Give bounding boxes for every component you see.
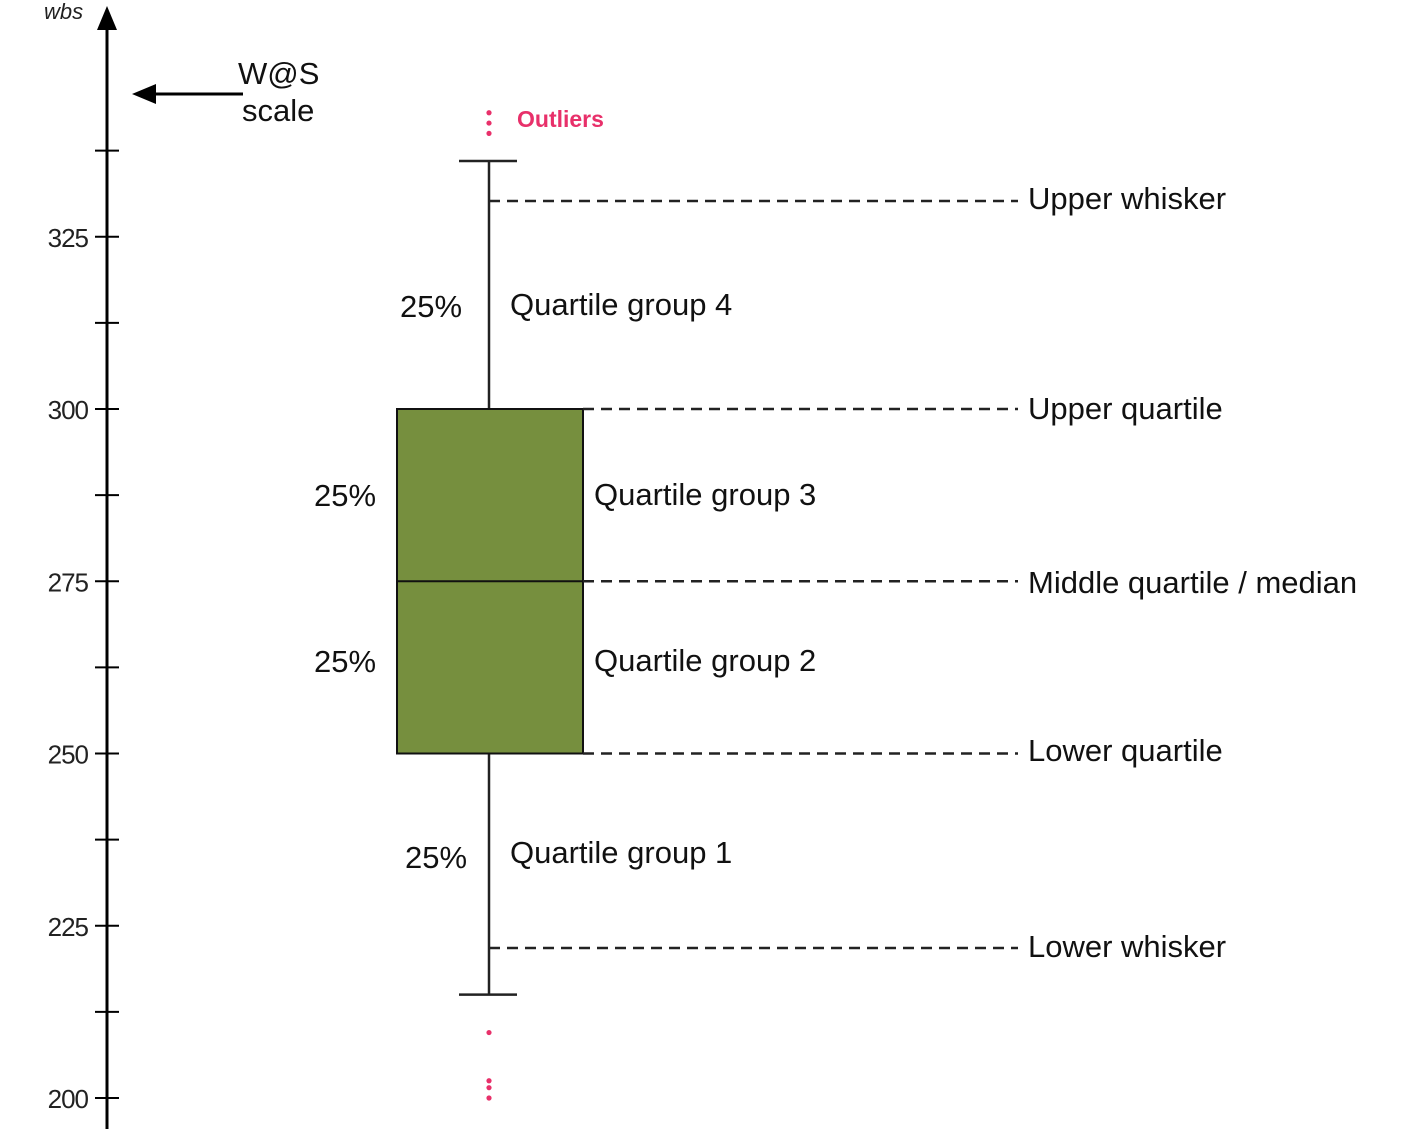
- quartile-group-1-percent: 25%: [405, 840, 467, 875]
- outlier-points: [486, 110, 492, 1101]
- outlier-point: [486, 1078, 492, 1084]
- y-axis-arrow-icon: [97, 6, 117, 30]
- scale-callout-line1: W@S: [238, 56, 319, 91]
- box-plot: [396, 110, 584, 1101]
- annotations: Upper whisker Upper quartile Middle quar…: [489, 181, 1357, 964]
- lower-whisker-label: Lower whisker: [1028, 929, 1226, 964]
- quartile-group-3-percent: 25%: [314, 478, 376, 513]
- y-axis-ticks: 325 300 275 250 225 200: [48, 149, 119, 1114]
- outlier-point: [486, 110, 492, 116]
- outlier-point: [486, 1085, 492, 1091]
- outlier-point: [486, 1029, 492, 1036]
- outliers-label: Outliers: [517, 106, 604, 132]
- y-axis-unit-label: wbs: [44, 0, 83, 24]
- upper-quartile-label: Upper quartile: [1028, 391, 1223, 426]
- quartile-group-1-label: Quartile group 1: [510, 835, 732, 870]
- tick-label: 300: [48, 395, 89, 425]
- quartile-group-4-percent: 25%: [400, 289, 462, 324]
- left-arrow-icon: [132, 84, 156, 104]
- scale-callout-line2: scale: [242, 93, 314, 128]
- tick-label: 200: [48, 1084, 89, 1114]
- scale-callout: W@S scale: [132, 56, 319, 128]
- outlier-point: [486, 130, 492, 136]
- quartile-group-4-label: Quartile group 4: [510, 287, 732, 322]
- tick-label: 250: [48, 740, 89, 770]
- outlier-point: [486, 120, 492, 126]
- y-axis: wbs 325 300 275 250 225 200: [44, 0, 119, 1129]
- tick-label: 325: [48, 223, 89, 253]
- median-label: Middle quartile / median: [1028, 565, 1357, 600]
- upper-whisker-label: Upper whisker: [1028, 181, 1226, 216]
- quartile-group-2-percent: 25%: [314, 644, 376, 679]
- outlier-point: [486, 1095, 492, 1101]
- lower-quartile-label: Lower quartile: [1028, 733, 1223, 768]
- tick-label: 225: [48, 912, 89, 942]
- quartile-groups: 25% Quartile group 4 25% Quartile group …: [314, 287, 816, 875]
- quartile-group-2-label: Quartile group 2: [594, 643, 816, 678]
- tick-label: 275: [48, 567, 89, 597]
- quartile-group-3-label: Quartile group 3: [594, 477, 816, 512]
